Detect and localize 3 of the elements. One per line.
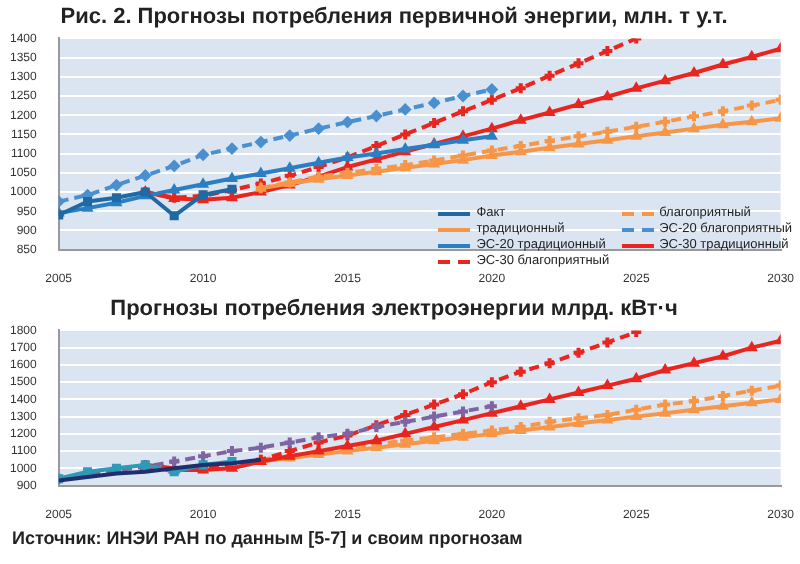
chart-title: Рис. 2. Прогнозы потребления первичной энергии, млн. т у.т. [60, 5, 728, 30]
text: Источник: ИНЭИ РАН по данным [5-7] и своим прогнозам [10, 528, 525, 548]
chart-title: Прогнозы потребления электроэнергии млрд. кВт·ч [110, 297, 678, 322]
